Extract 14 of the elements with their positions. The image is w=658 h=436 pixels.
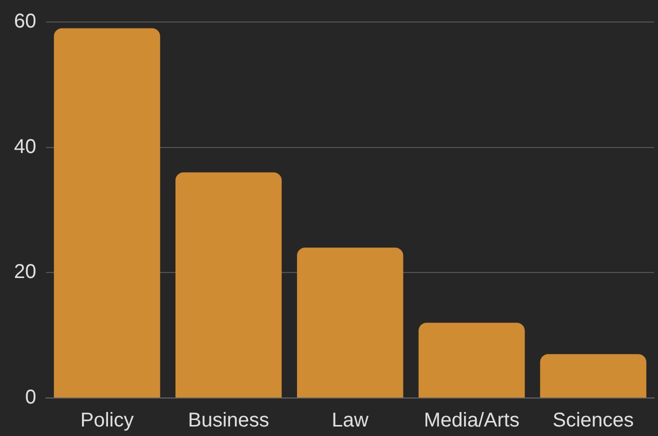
bar bbox=[175, 172, 282, 398]
x-tick-label: Law bbox=[332, 410, 370, 432]
y-tick-label: 20 bbox=[14, 261, 36, 284]
bar bbox=[297, 248, 404, 398]
y-tick-label: 0 bbox=[25, 386, 36, 409]
x-tick-label: Sciences bbox=[552, 410, 634, 432]
y-tick-label: 40 bbox=[14, 136, 36, 158]
bar bbox=[54, 28, 160, 398]
bar bbox=[540, 354, 646, 398]
bar bbox=[418, 322, 525, 398]
x-tick-label: Business bbox=[188, 410, 270, 432]
x-tick-label: Media/Arts bbox=[424, 410, 520, 432]
x-tick-label: Policy bbox=[80, 410, 134, 432]
y-tick-label: 60 bbox=[14, 10, 36, 33]
